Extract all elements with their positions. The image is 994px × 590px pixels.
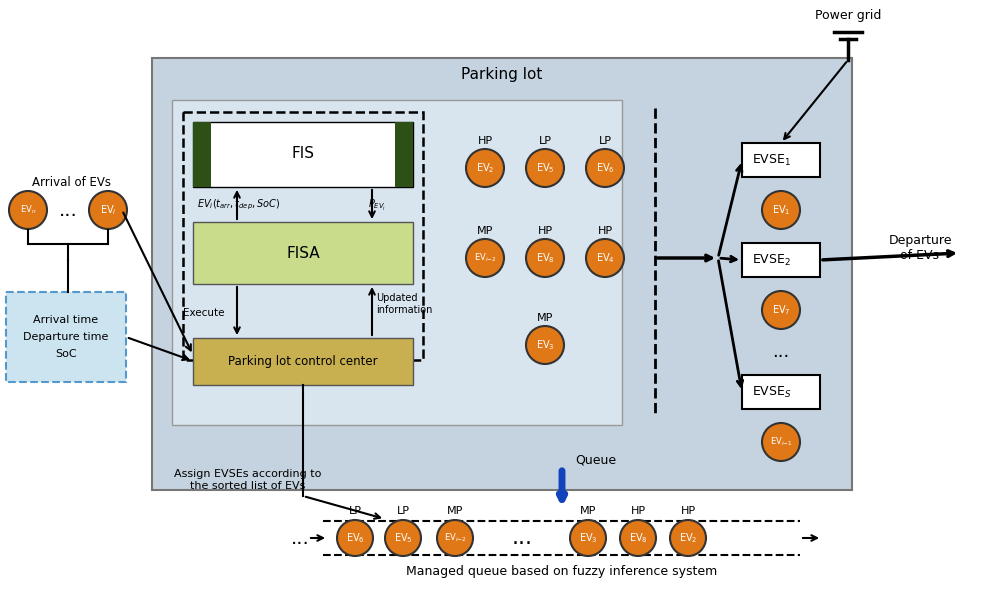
FancyBboxPatch shape — [152, 58, 851, 490]
FancyBboxPatch shape — [193, 222, 413, 284]
Circle shape — [570, 520, 605, 556]
Text: $\mathrm{EV}_{6}$: $\mathrm{EV}_{6}$ — [345, 531, 364, 545]
FancyBboxPatch shape — [172, 100, 621, 425]
Circle shape — [585, 149, 623, 187]
Text: $\mathrm{EVSE}_2$: $\mathrm{EVSE}_2$ — [751, 253, 790, 267]
Text: $\mathrm{EVSE}_S$: $\mathrm{EVSE}_S$ — [751, 385, 791, 399]
Text: SoC: SoC — [55, 349, 77, 359]
Circle shape — [526, 326, 564, 364]
Circle shape — [465, 149, 504, 187]
Text: $\mathrm{EV}_{2}$: $\mathrm{EV}_{2}$ — [678, 531, 697, 545]
FancyBboxPatch shape — [6, 292, 126, 382]
FancyBboxPatch shape — [193, 122, 211, 187]
Text: Assign EVSEs according to
the sorted list of EVs: Assign EVSEs according to the sorted lis… — [174, 469, 321, 491]
Text: FIS: FIS — [291, 146, 314, 162]
Text: $\mathrm{EV}_{4}$: $\mathrm{EV}_{4}$ — [595, 251, 614, 265]
Text: $EV_i(t_{arr},t_{dep},SoC)$: $EV_i(t_{arr},t_{dep},SoC)$ — [197, 198, 280, 212]
Circle shape — [436, 520, 472, 556]
Text: Parking lot control center: Parking lot control center — [228, 355, 378, 368]
Text: LP: LP — [396, 506, 410, 516]
FancyBboxPatch shape — [193, 338, 413, 385]
Text: MP: MP — [580, 506, 595, 516]
Text: LP: LP — [598, 136, 611, 146]
Text: ...: ... — [290, 529, 309, 548]
Text: $P_{EV_i}$: $P_{EV_i}$ — [368, 198, 386, 212]
Circle shape — [619, 520, 655, 556]
Circle shape — [526, 239, 564, 277]
Text: ...: ... — [59, 201, 78, 219]
Circle shape — [385, 520, 420, 556]
Text: MP: MP — [446, 506, 463, 516]
Text: $\mathrm{EV}_{5}$: $\mathrm{EV}_{5}$ — [535, 161, 554, 175]
FancyBboxPatch shape — [742, 143, 819, 177]
Text: $\mathrm{EV}_{5}$: $\mathrm{EV}_{5}$ — [394, 531, 412, 545]
Text: $\mathrm{EV}_{7}$: $\mathrm{EV}_{7}$ — [771, 303, 789, 317]
Text: HP: HP — [537, 226, 552, 236]
Circle shape — [761, 423, 799, 461]
Text: $\mathrm{EV}_{2}$: $\mathrm{EV}_{2}$ — [475, 161, 494, 175]
Text: $\mathrm{EV}_{8}$: $\mathrm{EV}_{8}$ — [535, 251, 554, 265]
Circle shape — [9, 191, 47, 229]
Text: $\mathrm{EV}_{i{-}2}$: $\mathrm{EV}_{i{-}2}$ — [443, 532, 466, 544]
Text: Updated
information: Updated information — [376, 293, 432, 315]
Circle shape — [465, 239, 504, 277]
Text: MP: MP — [476, 226, 493, 236]
Text: $\mathrm{EV}_{6}$: $\mathrm{EV}_{6}$ — [595, 161, 614, 175]
Text: $\mathrm{EV}_{1}$: $\mathrm{EV}_{1}$ — [771, 203, 789, 217]
Text: $\mathrm{EV}_{3}$: $\mathrm{EV}_{3}$ — [579, 531, 596, 545]
Text: Parking lot: Parking lot — [461, 67, 542, 81]
Text: MP: MP — [537, 313, 553, 323]
Text: Execute: Execute — [183, 308, 225, 318]
Text: ...: ... — [771, 343, 789, 361]
Text: Managed queue based on fuzzy inference system: Managed queue based on fuzzy inference s… — [406, 565, 717, 579]
Circle shape — [585, 239, 623, 277]
Circle shape — [669, 520, 706, 556]
FancyBboxPatch shape — [193, 122, 413, 187]
Text: Power grid: Power grid — [814, 9, 881, 22]
Text: Queue: Queue — [575, 454, 615, 467]
Circle shape — [337, 520, 373, 556]
Circle shape — [761, 191, 799, 229]
Circle shape — [761, 291, 799, 329]
Text: HP: HP — [680, 506, 695, 516]
Text: HP: HP — [596, 226, 612, 236]
Text: ...: ... — [511, 528, 532, 548]
Text: Arrival time: Arrival time — [34, 315, 98, 325]
FancyBboxPatch shape — [395, 122, 413, 187]
Text: $\mathrm{EV}_{i}$: $\mathrm{EV}_{i}$ — [99, 203, 116, 217]
Text: HP: HP — [630, 506, 645, 516]
Text: Departure time: Departure time — [23, 332, 108, 342]
Circle shape — [526, 149, 564, 187]
Text: $\mathrm{EV}_{i{-}1}$: $\mathrm{EV}_{i{-}1}$ — [768, 436, 791, 448]
Text: LP: LP — [538, 136, 551, 146]
Text: FISA: FISA — [286, 245, 319, 261]
Text: $\mathrm{EV}_{3}$: $\mathrm{EV}_{3}$ — [535, 338, 554, 352]
Text: LP: LP — [348, 506, 361, 516]
Text: Departure
of EVs: Departure of EVs — [888, 234, 951, 262]
FancyBboxPatch shape — [742, 375, 819, 409]
Text: $\mathrm{EV}_{n}$: $\mathrm{EV}_{n}$ — [20, 204, 36, 217]
Text: Arrival of EVs: Arrival of EVs — [33, 176, 111, 189]
Text: $\mathrm{EV}_{8}$: $\mathrm{EV}_{8}$ — [628, 531, 647, 545]
FancyBboxPatch shape — [742, 243, 819, 277]
Text: HP: HP — [477, 136, 492, 146]
Circle shape — [88, 191, 127, 229]
Text: $\mathrm{EV}_{i{-}2}$: $\mathrm{EV}_{i{-}2}$ — [473, 252, 496, 264]
Text: $\mathrm{EVSE}_1$: $\mathrm{EVSE}_1$ — [751, 152, 791, 168]
